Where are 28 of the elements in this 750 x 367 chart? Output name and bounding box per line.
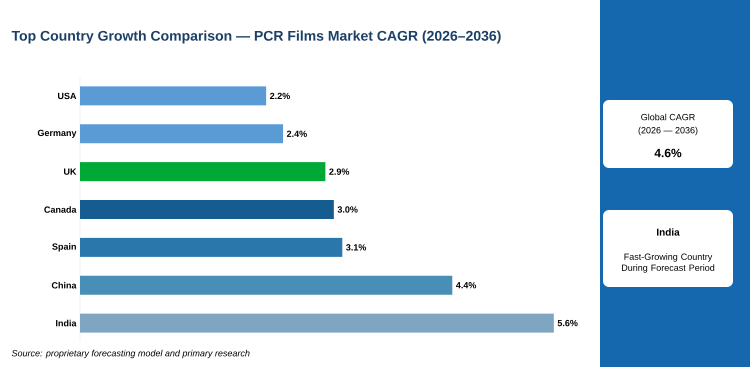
text: Fast-Growing Country During Forecast Period (622, 253, 714, 273)
text: (2026 — 2036) (638, 126, 698, 136)
y-tick-label: Canada (44, 206, 77, 213)
bar (80, 162, 326, 182)
text: India (657, 228, 680, 236)
data-label: 4.4% (456, 282, 476, 288)
data-label: 2.4% (286, 130, 307, 137)
data-label: 3.1% (346, 244, 366, 251)
bar (80, 314, 554, 333)
y-tick-label: Germany (38, 130, 76, 138)
bar (80, 276, 452, 295)
data-label: 2.2% (270, 92, 290, 100)
bar (80, 124, 284, 144)
bar (80, 200, 334, 219)
y-tick-label: India (56, 320, 77, 326)
bar (80, 86, 266, 106)
bar (80, 238, 342, 257)
y-tick-label: USA (58, 92, 76, 100)
text: Global CAGR (641, 114, 695, 120)
data-label: 5.6% (558, 320, 578, 326)
y-tick-label: UK (64, 168, 76, 175)
source-note: Source: proprietary forecasting model and primary research (12, 350, 250, 358)
y-tick-label: Spain (52, 243, 76, 252)
data-label: 2.9% (329, 168, 350, 175)
text: 4.6% (654, 148, 682, 158)
y-tick-label: China (52, 282, 77, 289)
chart-title: Top Country Growth Comparison — PCR Films Market CAGR (2026–2036) (12, 30, 501, 44)
data-label: 3.0% (338, 206, 358, 213)
